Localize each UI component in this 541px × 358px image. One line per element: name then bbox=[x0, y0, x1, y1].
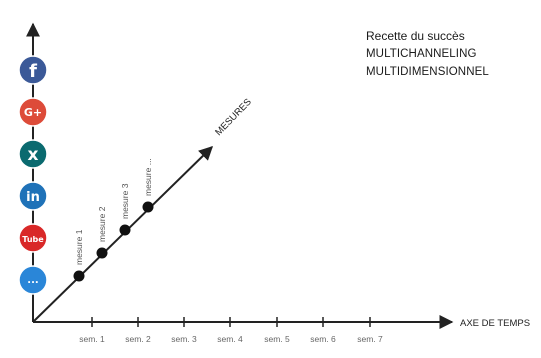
measure-dot bbox=[142, 201, 154, 213]
measure-dot bbox=[96, 247, 108, 259]
measure-label: mesure 1 bbox=[74, 229, 84, 265]
week-tick-label: sem. 2 bbox=[125, 334, 151, 344]
week-tick-label: sem. 3 bbox=[171, 334, 197, 344]
measure-label: mesure 2 bbox=[97, 206, 107, 242]
measure-dot bbox=[119, 224, 131, 236]
youtube-icon-glyph: Tube bbox=[22, 235, 44, 244]
linkedin-icon: in bbox=[18, 181, 48, 211]
week-tick-label: sem. 6 bbox=[310, 334, 336, 344]
measure-label: mesure ... bbox=[143, 158, 153, 196]
measure-point: mesure 2 bbox=[96, 206, 108, 259]
xing-icon: x bbox=[18, 139, 48, 169]
title-line-2: MULTICHANNELING bbox=[366, 48, 477, 60]
measure-point: mesure ... bbox=[142, 158, 154, 213]
week-tick: sem. 1 bbox=[79, 317, 105, 344]
measure-dot bbox=[73, 270, 85, 282]
youtube-icon: Tube bbox=[18, 223, 48, 253]
week-tick-label: sem. 1 bbox=[79, 334, 105, 344]
week-tick: sem. 2 bbox=[125, 317, 151, 344]
week-tick: sem. 7 bbox=[357, 317, 383, 344]
measures-axis-label: MESURES bbox=[213, 97, 254, 138]
measure-point: mesure 3 bbox=[119, 183, 131, 236]
week-tick-label: sem. 5 bbox=[264, 334, 290, 344]
week-tick-label: sem. 4 bbox=[217, 334, 243, 344]
channel-icons: f G+ x in Tube ... bbox=[18, 55, 48, 295]
facebook-icon-glyph: f bbox=[29, 61, 37, 82]
week-tick: sem. 5 bbox=[264, 317, 290, 344]
more-icon: ... bbox=[18, 265, 48, 295]
measure-points: mesure 1 mesure 2 mesure 3 mesure ... bbox=[73, 158, 154, 282]
title-block: Recette du succès MULTICHANNELING MULTID… bbox=[366, 27, 489, 81]
measure-label: mesure 3 bbox=[120, 183, 130, 219]
week-tick-label: sem. 7 bbox=[357, 334, 383, 344]
time-axis-label: AXE DE TEMPS bbox=[460, 318, 530, 329]
google-plus-icon-glyph: G+ bbox=[24, 106, 42, 119]
title-line-3: MULTIDIMENSIONNEL bbox=[366, 66, 489, 78]
google-plus-icon: G+ bbox=[18, 97, 48, 127]
title-line-1: Recette du succès bbox=[366, 29, 465, 43]
xing-icon-glyph: x bbox=[28, 145, 39, 165]
more-icon-glyph: ... bbox=[27, 275, 38, 286]
facebook-icon: f bbox=[18, 55, 48, 85]
linkedin-icon-glyph: in bbox=[26, 190, 40, 205]
week-tick: sem. 4 bbox=[217, 317, 243, 344]
measure-point: mesure 1 bbox=[73, 229, 85, 282]
week-tick: sem. 6 bbox=[310, 317, 336, 344]
week-ticks: sem. 1 sem. 2 sem. 3 sem. 4 sem. 5 sem. … bbox=[79, 317, 383, 344]
week-tick: sem. 3 bbox=[171, 317, 197, 344]
